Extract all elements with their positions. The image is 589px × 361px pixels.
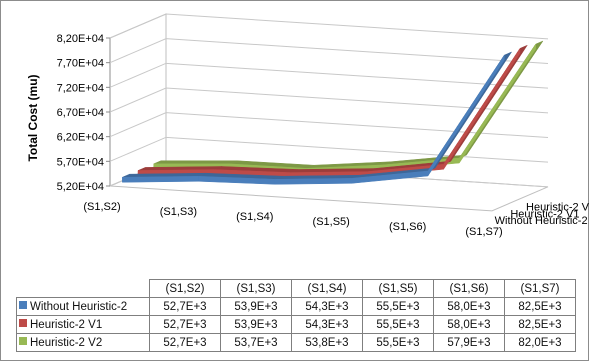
ribbon-front-face — [459, 43, 536, 164]
table-value-cell: 53,9E+3 — [220, 315, 292, 334]
series-depth-label: Heuristic-2 V2 — [526, 202, 589, 214]
y-tick-label: 5,20E+04 — [57, 181, 104, 193]
table-value-cell: 52,7E+3 — [149, 297, 221, 316]
y-tick-labels: 5,20E+04 5,70E+04 6,20E+04 6,70E+04 7,20E+04… — [57, 33, 104, 193]
table-value-cell: 58,0E+3 — [433, 315, 505, 334]
x-tick-label: (S1,S2) — [83, 201, 120, 213]
table-header-cell: (S1,S5) — [362, 279, 434, 298]
x-tick-label: (S1,S3) — [160, 206, 197, 218]
x-tick-label: (S1,S7) — [465, 226, 502, 238]
series-ribbons — [122, 40, 544, 185]
table-value-cell: 82,5E+3 — [504, 297, 576, 316]
legend-swatch — [19, 301, 27, 310]
table-value-cell: 58,0E+3 — [433, 297, 505, 316]
gridlines — [106, 13, 549, 188]
y-tick-label: 7,70E+04 — [57, 58, 104, 70]
table-header-cell: (S1,S2) — [149, 279, 221, 298]
legend-swatch — [19, 337, 27, 346]
gridline — [109, 136, 549, 163]
table-header-cell: (S1,S3) — [220, 279, 292, 298]
y-tick-label: 7,20E+04 — [57, 82, 104, 94]
table-corner-cell — [16, 279, 150, 298]
table-value-cell: 55,5E+3 — [362, 333, 434, 352]
series-ribbon — [122, 51, 513, 185]
table-value-cell: 52,7E+3 — [149, 333, 221, 352]
series-depth-label: Heuristic-2 V1 — [510, 208, 579, 220]
table-row: Heuristic-2 V1 52,7E+3 53,9E+3 54,3E+3 55,5E… — [16, 315, 576, 334]
x-tick-labels: (S1,S2) (S1,S3) (S1,S4) (S1,S5) (S1,S6) (S1,S… — [83, 201, 502, 238]
table-body: Without Heuristic-2 52,7E+3 53,9E+3 54,3E+3… — [16, 297, 576, 352]
table-value-cell: 57,9E+3 — [433, 333, 505, 352]
table-header-cell: (S1,S4) — [291, 279, 363, 298]
gridline — [109, 112, 549, 138]
gridline — [109, 62, 549, 89]
table-header-cell: (S1,S7) — [504, 279, 576, 298]
y-tick-label: 5,70E+04 — [57, 156, 104, 168]
table-series-cell: Heuristic-2 V2 — [16, 333, 150, 352]
table-value-cell: 52,7E+3 — [149, 315, 221, 334]
y-tick-label: 8,20E+04 — [57, 33, 104, 45]
table-value-cell: 53,8E+3 — [291, 333, 363, 352]
ribbon-front-face — [443, 47, 521, 171]
data-table: (S1,S2) (S1,S3) (S1,S4) (S1,S5) (S1,S6) (S1,S… — [16, 279, 576, 352]
table-value-cell: 82,0E+3 — [504, 333, 576, 352]
table-row: Heuristic-2 V2 52,7E+3 53,7E+3 53,8E+3 55,5E… — [16, 333, 576, 352]
table-value-cell: 53,9E+3 — [220, 297, 292, 316]
series-depth-label: Without Heuristic-2 — [495, 215, 588, 227]
x-tick-label: (S1,S6) — [389, 221, 426, 233]
table-value-cell: 82,5E+3 — [504, 315, 576, 334]
series-name: Heuristic-2 V1 — [30, 318, 103, 331]
table-value-cell: 53,7E+3 — [220, 333, 292, 352]
table-row: Without Heuristic-2 52,7E+3 53,9E+3 54,3E+3… — [16, 297, 576, 316]
table-series-cell: Without Heuristic-2 — [16, 297, 150, 316]
ribbon-top-face — [153, 160, 238, 165]
table-value-cell: 54,3E+3 — [291, 297, 363, 316]
x-tick-label: (S1,S4) — [236, 211, 273, 223]
series-name: Heuristic-2 V2 — [30, 336, 103, 349]
table-header-row: (S1,S2) (S1,S3) (S1,S4) (S1,S5) (S1,S6) (S1,S… — [16, 279, 576, 298]
y-axis-label: Total Cost (mu) — [26, 74, 40, 161]
y-tick-label: 6,70E+04 — [57, 107, 104, 119]
gridline — [109, 13, 549, 40]
ribbon-front-face — [427, 54, 505, 177]
series-name: Without Heuristic-2 — [30, 300, 128, 313]
table-series-cell: Heuristic-2 V1 — [16, 315, 150, 334]
table-value-cell: 54,3E+3 — [291, 315, 363, 334]
table-value-cell: 55,5E+3 — [362, 315, 434, 334]
legend-swatch — [19, 319, 27, 328]
table-value-cell: 55,5E+3 — [362, 297, 434, 316]
y-tick-label: 6,20E+04 — [57, 132, 104, 144]
table-header-cell: (S1,S6) — [433, 279, 505, 298]
ribbon-front-face — [122, 176, 199, 183]
gridline — [109, 87, 549, 114]
gridline — [109, 38, 549, 64]
ribbon-front-face — [274, 178, 352, 185]
x-tick-label: (S1,S5) — [313, 216, 350, 228]
